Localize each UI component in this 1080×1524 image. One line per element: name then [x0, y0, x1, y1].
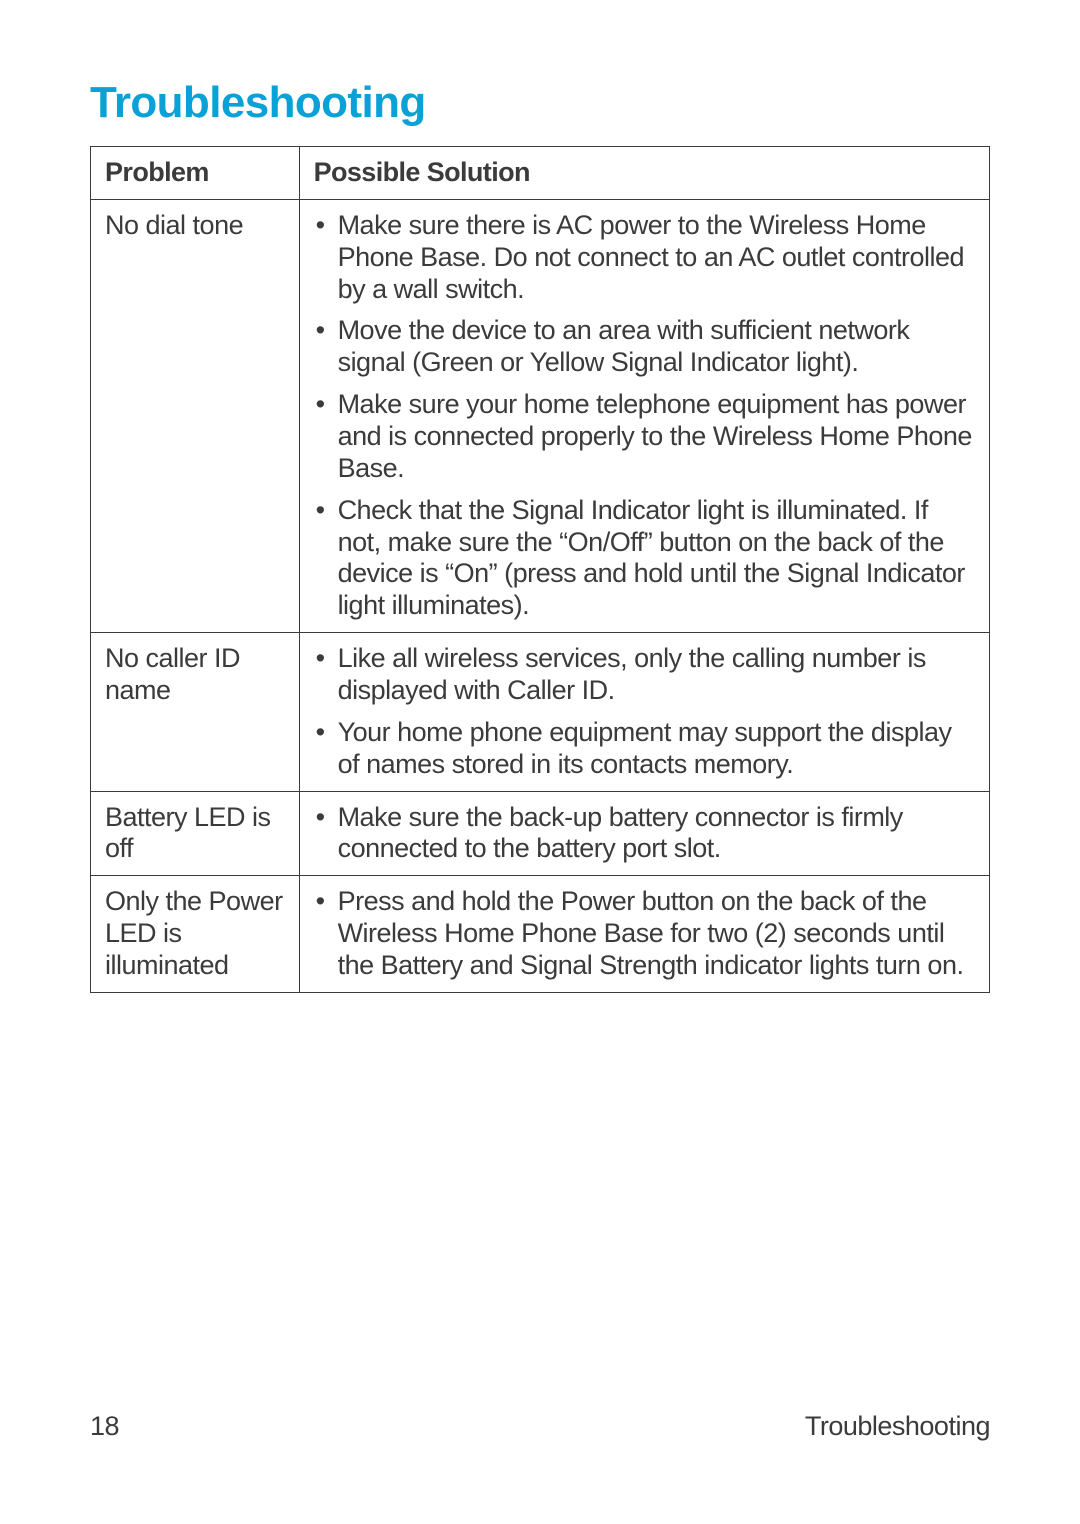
solution-item: Check that the Signal Indicator light is… — [310, 495, 975, 622]
header-solution: Possible Solution — [299, 147, 989, 200]
page-title: Troubleshooting — [90, 78, 990, 128]
table-row: Battery LED is off Make sure the back-up… — [91, 791, 990, 876]
solution-list: Like all wireless services, only the cal… — [310, 643, 975, 780]
table-row: No dial tone Make sure there is AC power… — [91, 199, 990, 632]
solution-cell: Like all wireless services, only the cal… — [299, 633, 989, 791]
section-name: Troubleshooting — [805, 1411, 990, 1442]
table-row: Only the Power LED is illuminated Press … — [91, 876, 990, 993]
solution-list: Press and hold the Power button on the b… — [310, 886, 975, 982]
solution-item: Like all wireless services, only the cal… — [310, 643, 975, 707]
solution-cell: Make sure there is AC power to the Wirel… — [299, 199, 989, 632]
solution-item: Make sure your home telephone equipment … — [310, 389, 975, 485]
header-problem: Problem — [91, 147, 300, 200]
problem-cell: Battery LED is off — [91, 791, 300, 876]
solution-item: Make sure the back-up battery connector … — [310, 802, 975, 866]
troubleshooting-table: Problem Possible Solution No dial tone M… — [90, 146, 990, 993]
solution-item: Make sure there is AC power to the Wirel… — [310, 210, 975, 306]
table-header-row: Problem Possible Solution — [91, 147, 990, 200]
solution-list: Make sure there is AC power to the Wirel… — [310, 210, 975, 622]
table-row: No caller ID name Like all wireless serv… — [91, 633, 990, 791]
solution-item: Press and hold the Power button on the b… — [310, 886, 975, 982]
solution-cell: Make sure the back-up battery connector … — [299, 791, 989, 876]
solution-item: Your home phone equipment may support th… — [310, 717, 975, 781]
problem-cell: No caller ID name — [91, 633, 300, 791]
problem-cell: No dial tone — [91, 199, 300, 632]
solution-cell: Press and hold the Power button on the b… — [299, 876, 989, 993]
solution-list: Make sure the back-up battery connector … — [310, 802, 975, 866]
problem-cell: Only the Power LED is illuminated — [91, 876, 300, 993]
solution-item: Move the device to an area with sufficie… — [310, 315, 975, 379]
page-number: 18 — [90, 1411, 119, 1442]
page-footer: 18 Troubleshooting — [90, 1411, 990, 1442]
page: Troubleshooting Problem Possible Solutio… — [0, 0, 1080, 1524]
